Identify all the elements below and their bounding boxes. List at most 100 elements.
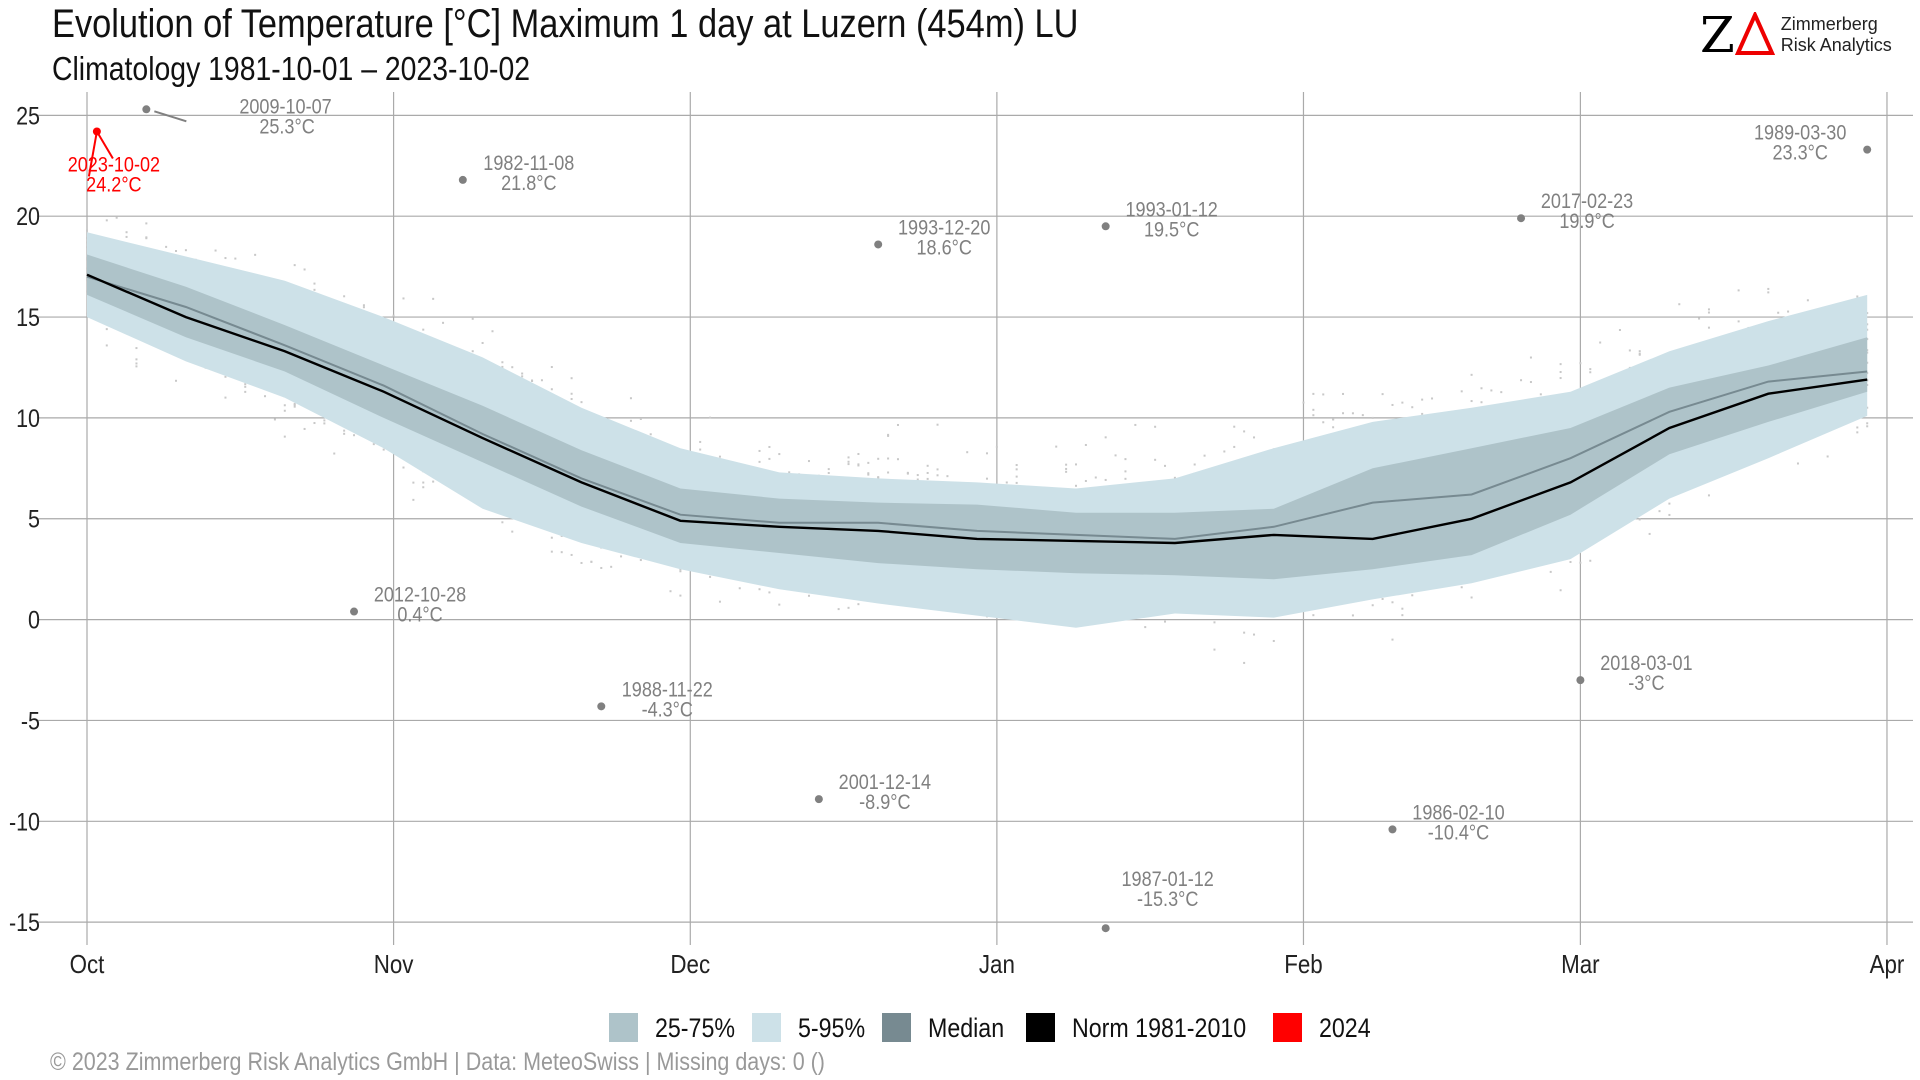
observation-dot: [936, 474, 939, 477]
observation-dot: [1698, 317, 1701, 320]
observation-dot: [768, 457, 771, 460]
observation-dot: [362, 306, 365, 309]
observation-dot: [807, 594, 810, 597]
observation-dot: [422, 481, 425, 484]
observation-dot: [105, 344, 108, 347]
observation-dot: [422, 486, 425, 489]
observation-dot: [1233, 445, 1236, 448]
observation-dot: [382, 448, 385, 451]
observation-dot: [254, 253, 257, 256]
observation-dot: [1678, 303, 1681, 306]
observation-dot: [1381, 597, 1384, 600]
chart-subtitle: Climatology 1981-10-01 – 2023-10-02: [52, 50, 531, 87]
observation-dot: [135, 347, 138, 350]
observation-dot: [857, 603, 860, 606]
y-tick-label: 5: [28, 505, 40, 533]
y-tick-label: -10: [9, 808, 40, 836]
observation-dot: [1193, 463, 1196, 466]
leader-line: [87, 131, 98, 177]
observation-dot: [1579, 561, 1582, 564]
record-value: 18.6°C: [917, 236, 972, 260]
observation-dot: [362, 304, 365, 307]
observation-dot: [1490, 389, 1493, 392]
observation-dot: [1243, 430, 1246, 433]
observation-dot: [1529, 356, 1532, 359]
observation-dot: [590, 560, 593, 563]
record-point: [142, 105, 151, 114]
observation-dot: [896, 458, 899, 461]
observation-dot: [867, 472, 870, 475]
observation-dot: [620, 555, 623, 558]
record-point: [1517, 214, 1526, 223]
observation-dot: [1124, 477, 1127, 480]
legend-swatch: [1026, 1013, 1055, 1042]
observation-dot: [264, 395, 267, 398]
observation-dot: [1628, 349, 1631, 352]
observation-dot: [1351, 412, 1354, 415]
observation-dot: [531, 379, 534, 382]
observation-dot: [788, 471, 791, 474]
record-value: -4.3°C: [642, 698, 693, 722]
observation-dot: [580, 401, 583, 404]
record-point: [1388, 825, 1397, 834]
observation-dot: [244, 390, 247, 393]
norm-line: [86, 273, 1868, 545]
record-annotation: 1993-12-2018.6°C: [874, 216, 990, 260]
observation-dot: [293, 404, 296, 407]
observation-dot: [293, 405, 296, 408]
observation-dot: [1094, 476, 1097, 479]
observation-dot: [521, 375, 524, 378]
chart-title: Evolution of Temperature [°C] Maximum 1 …: [52, 2, 1079, 46]
observation-dot: [1707, 308, 1710, 311]
observation-dot: [600, 566, 603, 569]
observation-dot: [1559, 589, 1562, 592]
observation-dot: [1658, 510, 1661, 513]
observation-dot: [1638, 353, 1641, 356]
observation-dot: [1668, 513, 1671, 516]
x-tick-label: Jan: [979, 950, 1015, 979]
record-annotation: 1988-11-22-4.3°C: [597, 678, 713, 722]
observation-dot: [926, 464, 929, 467]
record-point: [1101, 222, 1110, 231]
observation-dot: [867, 461, 870, 464]
record-date: 1993-12-20: [898, 216, 990, 240]
record-date: 1982-11-08: [483, 152, 574, 176]
observation-dot: [639, 417, 642, 420]
observation-dot: [1401, 607, 1404, 610]
observation-dot: [1421, 412, 1424, 415]
observation-dot: [313, 422, 316, 425]
observation-dot: [1401, 401, 1404, 404]
observation-dot: [580, 561, 583, 564]
observation-dot: [412, 498, 415, 501]
observation-dot: [175, 379, 178, 382]
observation-dot: [1549, 570, 1552, 573]
x-tick-label: Oct: [70, 950, 105, 979]
observation-dot: [283, 404, 286, 407]
observation-dot: [1065, 463, 1068, 466]
legend-label: 5-95%: [798, 1013, 865, 1043]
observation-dot: [86, 229, 88, 232]
y-tick-label: 10: [16, 404, 40, 432]
observation-dot: [1164, 464, 1167, 467]
observation-dot: [234, 257, 237, 260]
observation-dot: [1371, 604, 1374, 607]
observation-dot: [1104, 478, 1107, 481]
observation-dot: [1767, 287, 1770, 290]
observation-dot: [471, 350, 474, 353]
record-date: 1986-02-10: [1412, 801, 1504, 825]
observation-dot: [1104, 436, 1107, 439]
observation-dot: [926, 471, 929, 474]
observation-dot: [432, 480, 435, 483]
record-date: 2001-12-14: [839, 771, 931, 795]
observation-dot: [1599, 341, 1602, 344]
observation-dot: [807, 460, 810, 463]
observation-dot: [995, 445, 998, 448]
observation-dot: [323, 419, 326, 422]
observation-dot: [313, 282, 316, 285]
record-value: 23.3°C: [1773, 141, 1828, 165]
observation-dot: [1559, 363, 1562, 366]
observation-dot: [985, 477, 988, 480]
observation-dot: [926, 477, 929, 480]
